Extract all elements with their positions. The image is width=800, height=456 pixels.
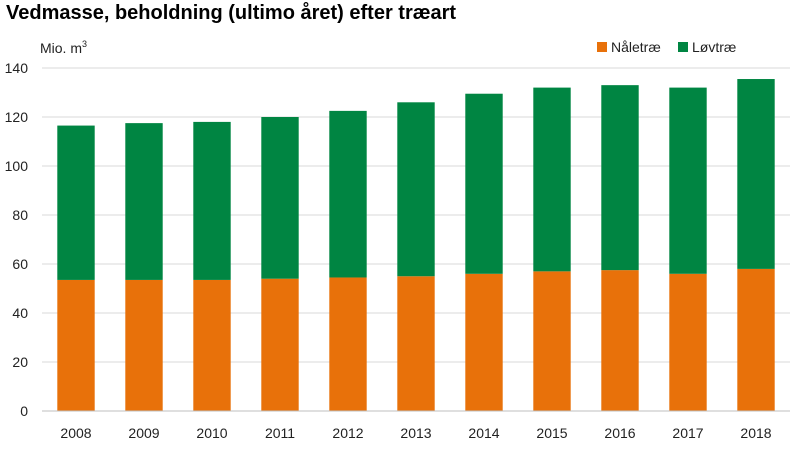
y-axis-label-text: Mio. m [40, 40, 82, 56]
y-axis-label: Mio. m3 [40, 39, 87, 56]
x-tick-label: 2016 [604, 425, 635, 441]
y-tick-label: 40 [12, 305, 28, 321]
legend-label: Nåletræ [611, 39, 661, 55]
bar-naaletrae-2013 [397, 276, 435, 411]
bar-loevtrae-2014 [465, 93, 503, 274]
x-tick-label: 2017 [672, 425, 703, 441]
x-tick-label: 2015 [536, 425, 567, 441]
bar-naaletrae-2018 [737, 268, 775, 411]
bar-naaletrae-2017 [669, 273, 707, 411]
y-tick-label: 120 [5, 109, 29, 125]
bars [57, 79, 775, 411]
legend-label: Løvtræ [692, 39, 736, 55]
bar-loevtrae-2015 [533, 87, 571, 272]
bar-loevtrae-2011 [261, 117, 299, 279]
x-tick-label: 2010 [196, 425, 227, 441]
bar-loevtrae-2016 [601, 85, 639, 271]
bar-naaletrae-2008 [57, 279, 95, 411]
bar-naaletrae-2015 [533, 271, 571, 411]
y-tick-label: 140 [5, 60, 29, 76]
bar-naaletrae-2012 [329, 277, 367, 411]
x-tick-label: 2014 [468, 425, 499, 441]
bar-naaletrae-2016 [601, 270, 639, 411]
x-axis-tick-labels: 2008 2009 2010 2011 2012 2013 2014 2015 2016 2017… [60, 425, 771, 441]
x-tick-label: 2018 [740, 425, 771, 441]
bar-loevtrae-2018 [737, 79, 775, 269]
legend-swatch [597, 42, 607, 52]
y-tick-label: 100 [5, 158, 29, 174]
x-tick-label: 2012 [332, 425, 363, 441]
bar-loevtrae-2010 [193, 121, 231, 280]
x-tick-label: 2008 [60, 425, 91, 441]
x-tick-label: 2009 [128, 425, 159, 441]
y-tick-label: 80 [12, 207, 28, 223]
y-tick-label: 60 [12, 256, 28, 272]
y-tick-label: 20 [12, 354, 28, 370]
legend: Nåletræ Løvtræ [597, 39, 736, 55]
bar-loevtrae-2013 [397, 102, 435, 277]
bar-naaletrae-2010 [193, 279, 231, 411]
bar-loevtrae-2017 [669, 87, 707, 274]
bar-loevtrae-2012 [329, 110, 367, 278]
chart-title: Vedmasse, beholdning (ultimo året) efter… [6, 2, 457, 24]
y-tick-label: 0 [20, 403, 28, 419]
bar-naaletrae-2009 [125, 279, 163, 411]
bar-loevtrae-2008 [57, 125, 95, 280]
x-tick-label: 2011 [265, 425, 295, 441]
x-tick-label: 2013 [400, 425, 431, 441]
y-axis-label-superscript: 3 [82, 39, 87, 49]
bar-loevtrae-2009 [125, 123, 163, 280]
y-axis-tick-labels: 0 20 40 60 80 100 120 140 [5, 60, 29, 419]
legend-swatch [678, 42, 688, 52]
bar-naaletrae-2011 [261, 278, 299, 411]
bar-naaletrae-2014 [465, 273, 503, 411]
